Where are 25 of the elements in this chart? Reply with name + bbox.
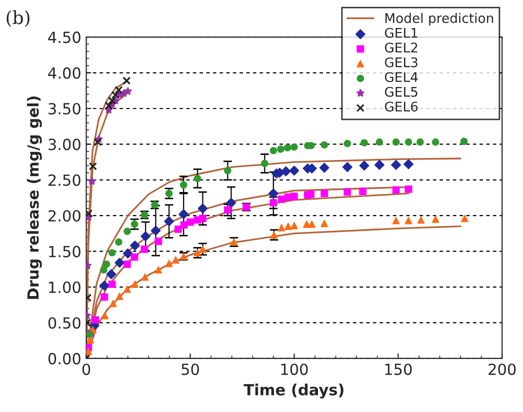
legend-label: GEL3 (384, 57, 418, 68)
legend-label: GEL6 (384, 102, 418, 112)
x-tick-label: 150 (385, 364, 412, 376)
legend-label: GEL4 (384, 72, 418, 82)
x-axis-title: Time (days) (244, 384, 344, 399)
x-tick-label: 100 (281, 364, 308, 376)
y-tick-label: 4.50 (48, 32, 80, 44)
y-tick-label: 2.50 (48, 174, 80, 186)
y-tick-label: 0.50 (48, 317, 80, 329)
x-tick-label: 200 (488, 364, 516, 376)
x-tick-label: 0 (82, 364, 90, 376)
y-tick-label: 4.00 (48, 67, 80, 79)
y-tick-label: 0.00 (48, 352, 80, 364)
y-tick-label: 3.50 (48, 102, 80, 115)
x-tick-label: 50 (182, 364, 199, 376)
y-tick-label: 1.00 (49, 281, 80, 294)
chart-title: (b) (6, 10, 30, 27)
y-tick-label: 2.00 (48, 210, 80, 222)
legend-label: GEL2 (384, 42, 418, 53)
legend-label: GEL1 (384, 28, 418, 38)
legend-label: Model prediction (385, 12, 494, 26)
y-axis-title: Drug release (mg/g gel) (26, 96, 42, 299)
legend-label: GEL5 (384, 86, 418, 97)
y-tick-label: 3.00 (48, 138, 80, 150)
y-tick-label: 1.50 (49, 246, 80, 258)
